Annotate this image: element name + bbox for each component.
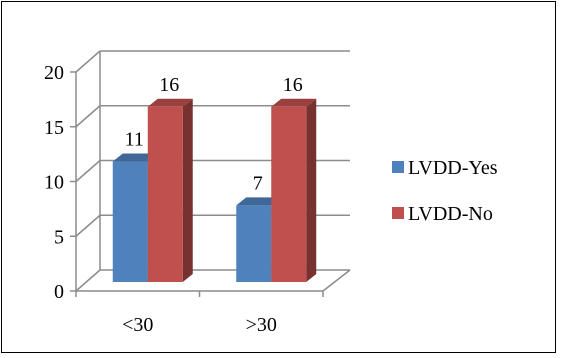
data-label: 16	[159, 74, 179, 96]
bar-top	[147, 98, 193, 107]
bar	[236, 205, 272, 282]
bar-side	[182, 98, 193, 282]
bar-top	[236, 197, 282, 206]
bar	[112, 161, 148, 282]
legend: LVDD-Yes LVDD-No	[392, 157, 498, 225]
legend-label: LVDD-Yes	[408, 157, 498, 179]
gridline-side	[75, 159, 101, 183]
x-tick-label: <30	[122, 314, 153, 336]
y-tick-label: 10	[44, 172, 64, 194]
legend-label: LVDD-No	[408, 203, 493, 225]
floor-right-edge	[322, 269, 351, 292]
bars	[112, 98, 317, 282]
bar-side	[306, 98, 317, 282]
x-axis: <30 >30	[75, 291, 324, 336]
gridline-side	[75, 269, 101, 292]
gridline-side	[75, 105, 101, 128]
legend-swatch	[392, 207, 404, 219]
y-tick-label: 5	[54, 226, 64, 248]
data-labels: 11 16 7 16	[125, 74, 303, 195]
x-tick-label: >30	[246, 314, 277, 336]
bar-top	[112, 153, 158, 162]
y-tick-label: 15	[44, 117, 64, 139]
gridline-side	[75, 214, 101, 237]
y-tick-label: 0	[54, 281, 64, 303]
data-label: 7	[253, 172, 263, 194]
data-label: 16	[283, 74, 303, 96]
y-axis: 0 5 10 15 20	[44, 62, 76, 303]
gridline-side	[75, 50, 101, 73]
data-label: 11	[125, 129, 144, 151]
bar-top	[271, 98, 317, 107]
y-tick-label: 20	[44, 62, 64, 84]
bar	[147, 106, 183, 282]
legend-swatch	[392, 161, 404, 173]
bar	[271, 106, 307, 282]
